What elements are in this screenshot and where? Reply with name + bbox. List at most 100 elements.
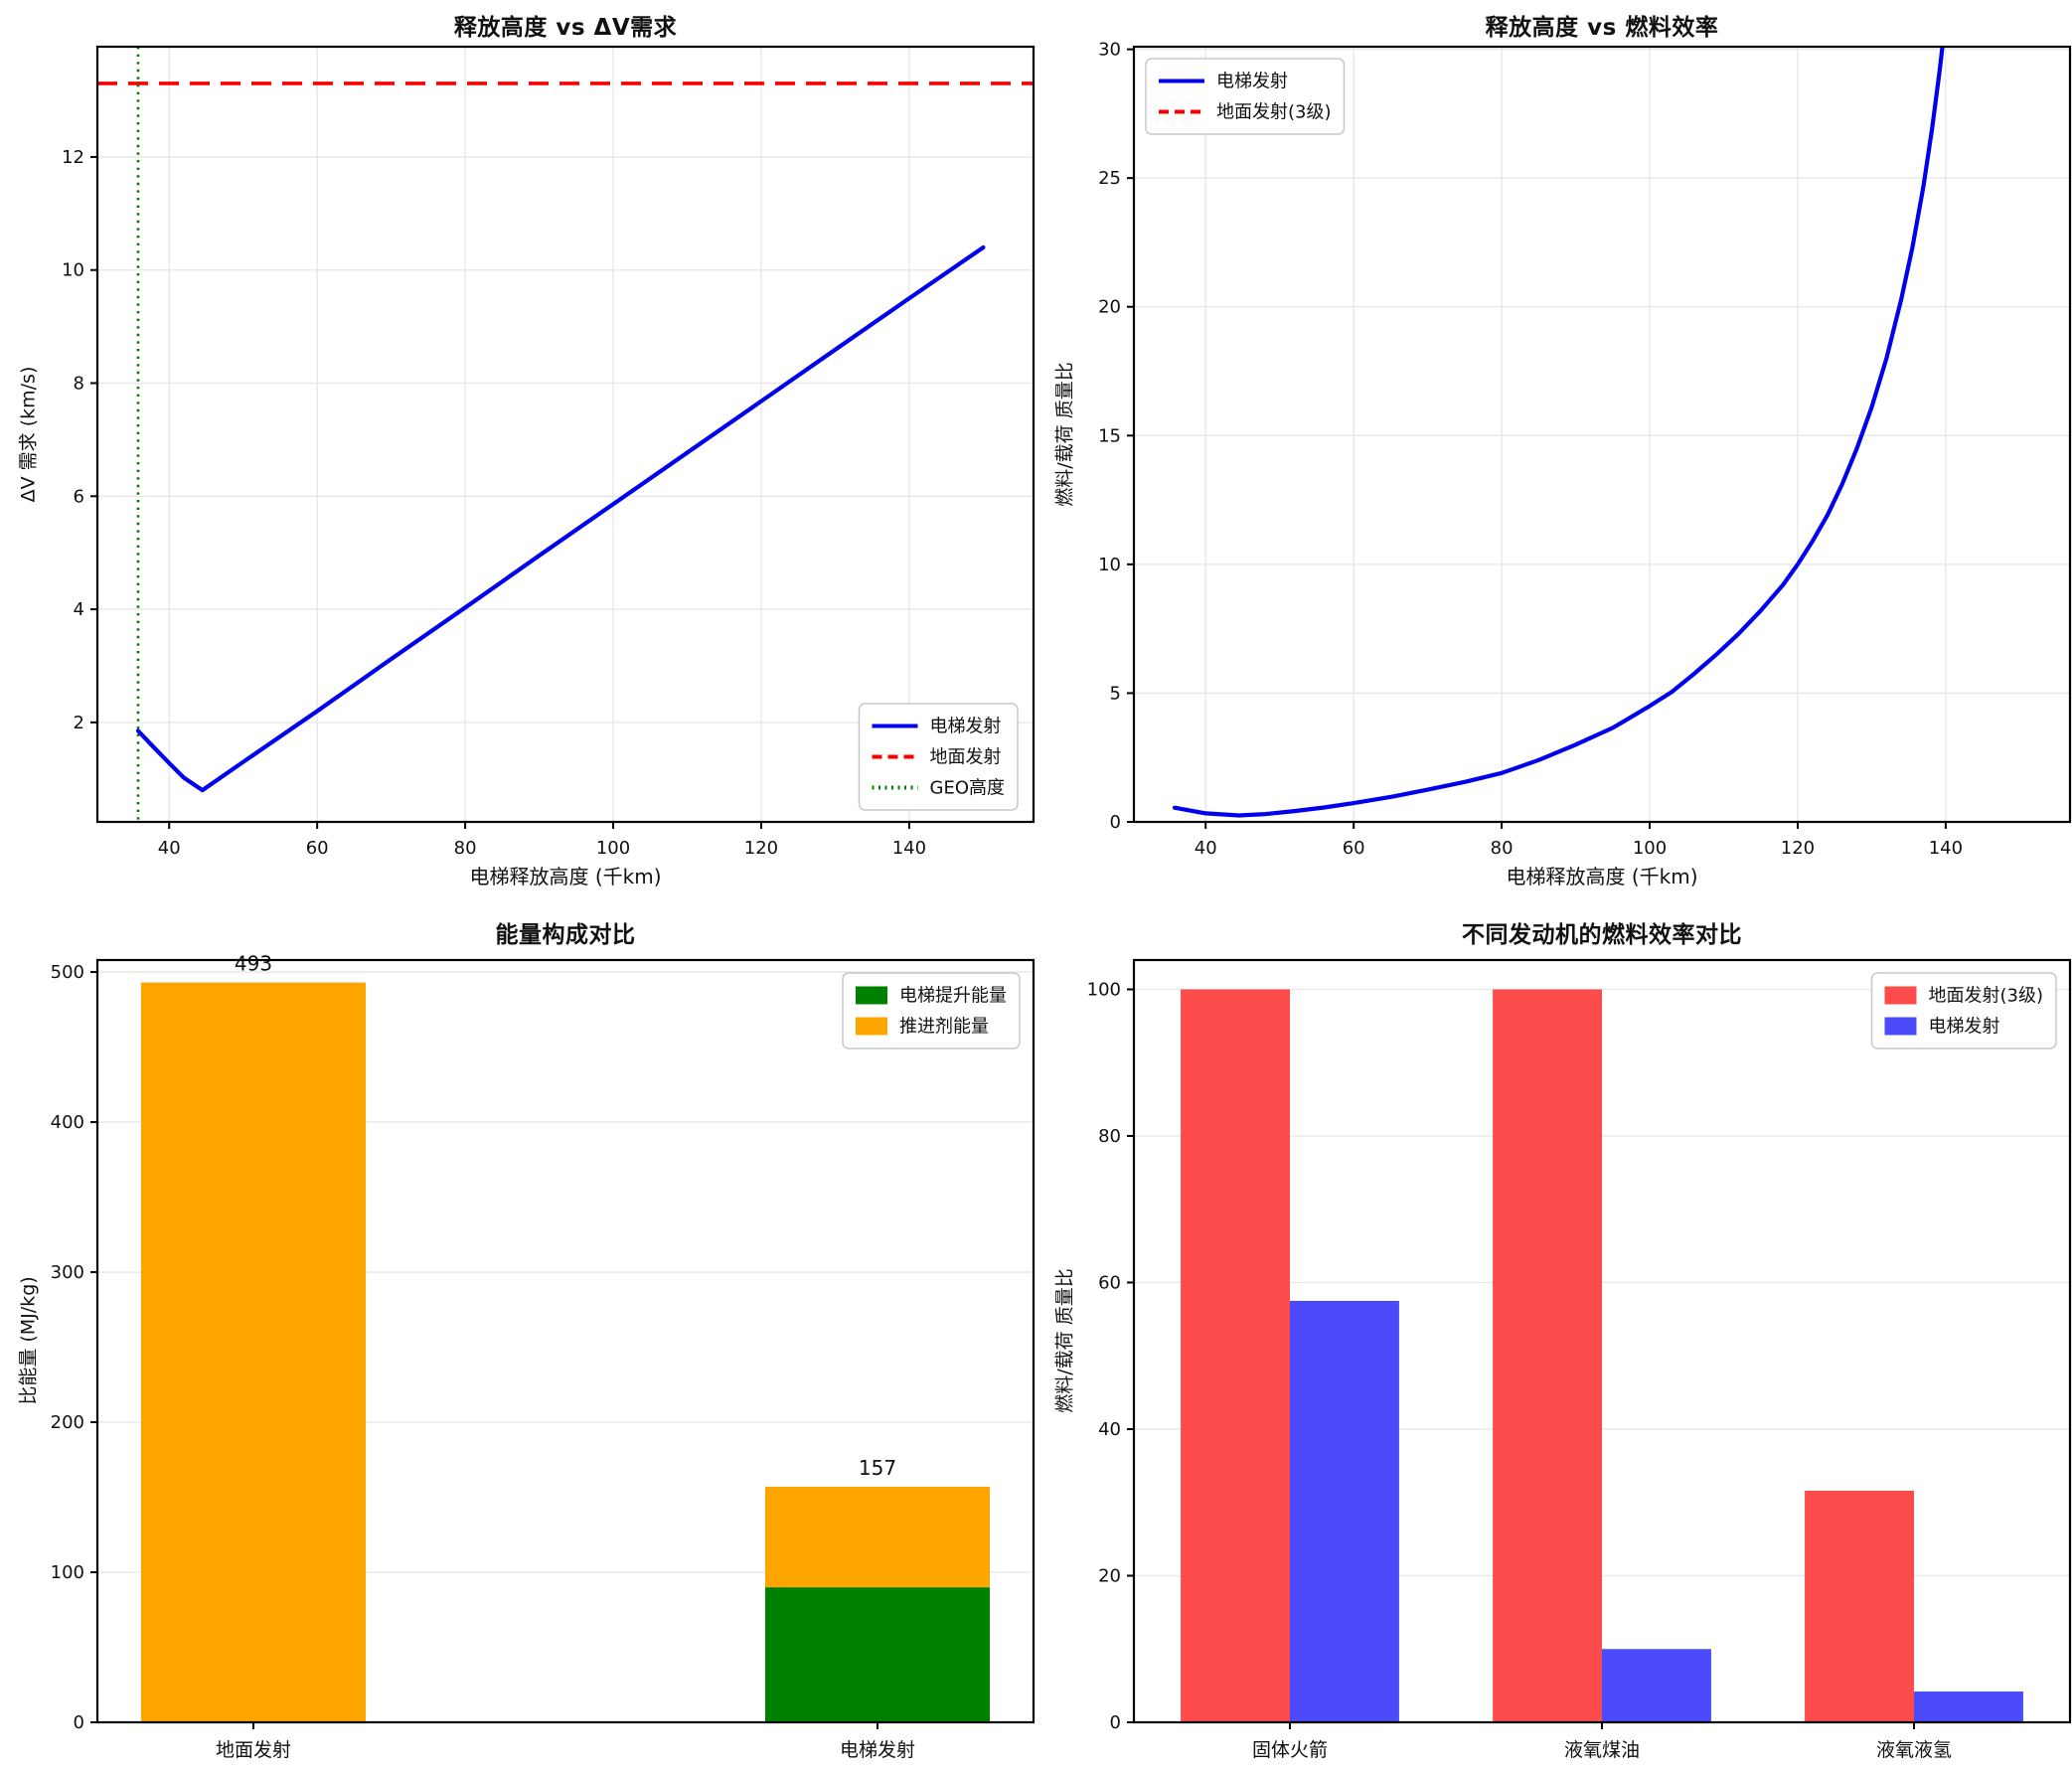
series-layer: [97, 47, 1034, 822]
y-tick-label: 6: [74, 486, 84, 507]
y-tick-label: 2: [74, 713, 84, 733]
x-tick-label: 140: [1929, 838, 1963, 859]
chart4-title: 不同发动机的燃料效率对比: [1462, 922, 1742, 948]
legend-box: [1870, 972, 2057, 1049]
legend-swatch: [1884, 986, 1917, 1005]
bars-layer: [1181, 989, 2023, 1722]
plot-frame: [95, 958, 1036, 1724]
y-tick-label: 300: [51, 1262, 84, 1283]
bar-total-label: 493: [235, 952, 272, 976]
chart-cell-energy: 能量构成对比 比能量 (MJ/kg) 493 157 地面发射 电梯发射 0 100 200…: [0, 886, 1036, 1772]
y-tick-label: 10: [1098, 555, 1121, 575]
axes: 地面发射 电梯发射 0 100 200 300 400 500: [51, 962, 915, 1761]
bars-layer: 493 157: [140, 952, 991, 1722]
gridlines: [1134, 47, 2070, 822]
legend: 地面发射(3级) 电梯发射: [1870, 972, 2057, 1049]
grouped-bar: [1805, 1490, 1914, 1722]
data-line: [1172, 47, 1945, 818]
stacked-bar-segment: [140, 982, 367, 1722]
x-tick-label: 100: [1633, 838, 1667, 859]
y-tick-label: 80: [1098, 1126, 1121, 1147]
chart-cell-delta-v: 释放高度 vs ΔV需求 ΔV 需求 (km/s) 电梯释放高度 (千km) 4…: [0, 0, 1036, 888]
category-label: 液氧煤油: [1564, 1739, 1640, 1761]
chart2-title: 释放高度 vs 燃料效率: [1485, 15, 1719, 41]
chart-cell-engines: 不同发动机的燃料效率对比 燃料/载荷 质量比 固体火箭 液氧煤油 液氧液氢 0 20 40…: [1036, 886, 2072, 1772]
y-tick-label: 8: [74, 374, 84, 395]
spines: [1132, 45, 2072, 824]
bar-total-label: 157: [859, 1456, 896, 1480]
x-tick-label: 120: [744, 838, 778, 859]
x-tick-label: 80: [1491, 838, 1514, 859]
y-tick-label: 60: [1098, 1273, 1121, 1294]
legend-label: 电梯发射: [1929, 1017, 2000, 1038]
x-tick-label: 40: [1195, 838, 1217, 859]
legend-swatch: [1884, 1017, 1917, 1036]
legend-box: [1145, 58, 1346, 135]
x-tick-label: 140: [892, 838, 926, 859]
axes: 40 60 80 100 120 140 0 5 10 15 20 25 30: [1098, 40, 1963, 859]
series-layer: [1172, 47, 1945, 818]
legend-label: 电梯发射: [1216, 72, 1288, 92]
grouped-bar: [1493, 989, 1602, 1722]
data-line: [135, 244, 986, 793]
y-tick-label: 40: [1098, 1419, 1121, 1440]
y-tick-label: 200: [51, 1412, 84, 1433]
plot-frame: [1132, 45, 2072, 824]
chart3-title: 能量构成对比: [495, 922, 636, 948]
y-tick-label: 5: [1110, 683, 1121, 704]
x-tick-label: 60: [1343, 838, 1365, 859]
energy-stacked-bar-chart: 493 157 地面发射 电梯发射 0 100 200 300 400 500 电梯提升能量推进剂能…: [51, 952, 1036, 1761]
legend-label: 地面发射: [930, 747, 1002, 768]
chart1-xlabel: 电梯释放高度 (千km): [469, 865, 662, 888]
chart1-title: 释放高度 vs ΔV需求: [453, 15, 678, 41]
axes: 固体火箭 液氧煤油 液氧液氢 0 20 40 60 80 100: [1087, 980, 1952, 1762]
y-tick-label: 0: [1110, 1712, 1121, 1733]
engine-grouped-bar-chart: 固体火箭 液氧煤油 液氧液氢 0 20 40 60 80 100 地面发射(3级) 电梯发射: [1087, 958, 2072, 1762]
y-tick-label: 12: [62, 147, 84, 168]
grouped-bar: [1914, 1691, 2023, 1722]
y-tick-label: 10: [62, 260, 84, 281]
x-tick-label: 120: [1781, 838, 1815, 859]
x-tick-label: 100: [596, 838, 630, 859]
category-label: 电梯发射: [840, 1739, 915, 1761]
legend-label: 电梯提升能量: [899, 986, 1007, 1007]
legend-box: [858, 703, 1019, 811]
grouped-bar: [1290, 1300, 1399, 1722]
axes: 40 60 80 100 120 140 2 4 6 8 10 12: [62, 147, 926, 859]
grouped-bar: [1602, 1649, 1711, 1722]
legend-swatch: [856, 1017, 887, 1036]
grouped-bar: [1181, 989, 1290, 1722]
legend-label: 推进剂能量: [899, 1017, 989, 1038]
y-tick-label: 0: [74, 1712, 84, 1733]
category-label: 地面发射: [216, 1739, 291, 1761]
plot-frame: [95, 45, 1036, 824]
legend-label: 地面发射(3级): [1216, 102, 1332, 123]
stacked-bar-segment: [764, 1486, 991, 1588]
x-tick-label: 60: [306, 838, 329, 859]
legend-label: 地面发射(3级): [1929, 986, 2044, 1007]
y-tick-label: 20: [1098, 1566, 1121, 1587]
legend-box: [842, 972, 1021, 1049]
category-label: 固体火箭: [1252, 1739, 1328, 1761]
chart-cell-fuel-efficiency: 释放高度 vs 燃料效率 燃料/载荷 质量比 电梯释放高度 (千km) 40 60…: [1036, 0, 2072, 888]
legend-swatch: [856, 986, 887, 1005]
y-tick-label: 100: [51, 1562, 84, 1583]
y-tick-label: 30: [1098, 40, 1121, 61]
y-tick-label: 25: [1098, 168, 1121, 189]
chart2-xlabel: 电梯释放高度 (千km): [1506, 865, 1698, 888]
y-tick-label: 100: [1087, 980, 1121, 1001]
y-tick-label: 4: [74, 599, 84, 620]
category-label: 液氧液氢: [1876, 1739, 1952, 1761]
y-tick-label: 15: [1098, 425, 1121, 446]
y-tick-label: 400: [51, 1112, 84, 1133]
y-tick-label: 20: [1098, 297, 1121, 318]
stacked-bar-segment: [764, 1587, 991, 1722]
y-tick-label: 0: [1110, 812, 1121, 833]
spines: [95, 45, 1036, 824]
x-tick-label: 40: [158, 838, 181, 859]
